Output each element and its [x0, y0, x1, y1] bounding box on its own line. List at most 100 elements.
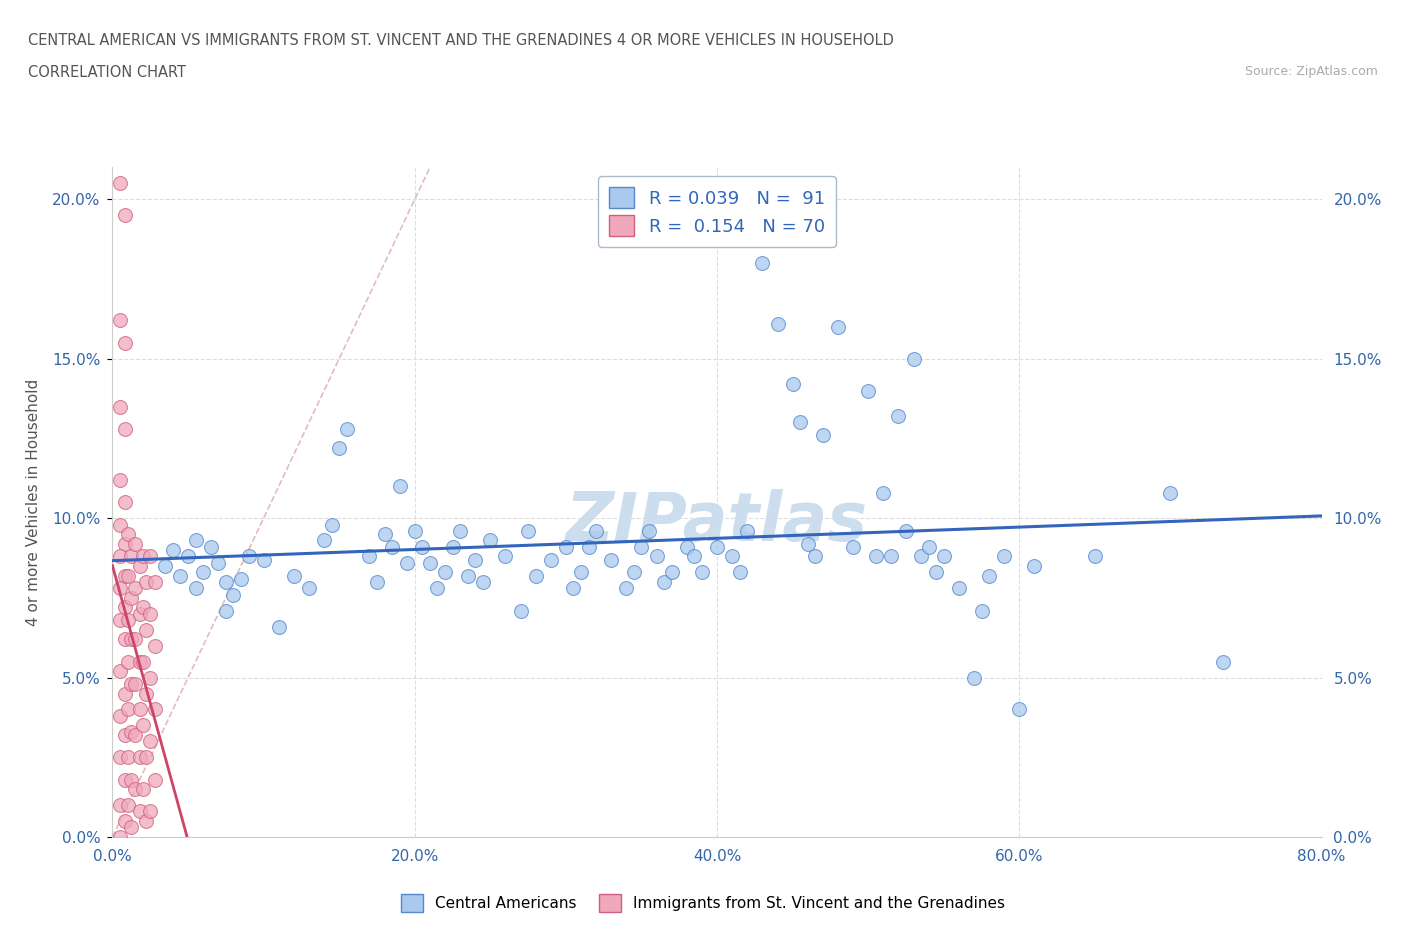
- Point: [238, 549, 260, 564]
- Point: [108, 176, 131, 191]
- Point: [162, 542, 184, 557]
- Text: CORRELATION CHART: CORRELATION CHART: [28, 65, 186, 80]
- Point: [155, 559, 177, 574]
- Point: [120, 676, 142, 691]
- Point: [524, 568, 547, 583]
- Point: [108, 613, 131, 628]
- Point: [540, 552, 562, 567]
- Point: [336, 421, 359, 436]
- Point: [623, 565, 645, 579]
- Point: [117, 654, 139, 669]
- Point: [842, 539, 865, 554]
- Point: [132, 600, 155, 615]
- Point: [1024, 559, 1046, 574]
- Point: [128, 750, 150, 764]
- Point: [108, 517, 131, 532]
- Point: [184, 533, 207, 548]
- Point: [782, 377, 804, 392]
- Point: [135, 575, 157, 590]
- Point: [200, 539, 222, 554]
- Point: [117, 702, 139, 717]
- Point: [721, 549, 744, 564]
- Point: [132, 782, 155, 797]
- Point: [169, 568, 191, 583]
- Point: [600, 552, 623, 567]
- Point: [441, 539, 464, 554]
- Point: [411, 539, 433, 554]
- Point: [132, 549, 155, 564]
- Point: [207, 555, 229, 570]
- Point: [139, 804, 162, 819]
- Point: [910, 549, 932, 564]
- Point: [114, 421, 136, 436]
- Point: [139, 606, 162, 621]
- Point: [381, 539, 404, 554]
- Point: [135, 686, 157, 701]
- Point: [135, 814, 157, 829]
- Point: [495, 549, 517, 564]
- Point: [108, 750, 131, 764]
- Point: [827, 319, 849, 334]
- Point: [124, 581, 146, 596]
- Point: [143, 772, 166, 787]
- Point: [117, 613, 139, 628]
- Point: [108, 798, 131, 813]
- Point: [661, 565, 683, 579]
- Point: [630, 539, 652, 554]
- Point: [143, 638, 166, 653]
- Y-axis label: 4 or more Vehicles in Household: 4 or more Vehicles in Household: [27, 379, 41, 626]
- Point: [433, 565, 456, 579]
- Point: [135, 750, 157, 764]
- Point: [585, 524, 607, 538]
- Point: [645, 549, 668, 564]
- Point: [804, 549, 827, 564]
- Point: [963, 671, 986, 685]
- Point: [993, 549, 1015, 564]
- Point: [396, 555, 419, 570]
- Point: [811, 428, 834, 443]
- Point: [108, 549, 131, 564]
- Point: [108, 581, 131, 596]
- Point: [887, 408, 910, 423]
- Point: [426, 581, 449, 596]
- Point: [128, 702, 150, 717]
- Point: [865, 549, 887, 564]
- Point: [108, 313, 131, 328]
- Text: Source: ZipAtlas.com: Source: ZipAtlas.com: [1244, 65, 1378, 78]
- Point: [690, 565, 713, 579]
- Point: [675, 539, 697, 554]
- Point: [638, 524, 661, 538]
- Point: [215, 604, 238, 618]
- Point: [222, 587, 245, 602]
- Point: [419, 555, 441, 570]
- Point: [471, 575, 494, 590]
- Point: [298, 581, 321, 596]
- Point: [124, 537, 146, 551]
- Point: [766, 316, 789, 331]
- Point: [114, 600, 136, 615]
- Point: [215, 575, 238, 590]
- Point: [872, 485, 894, 500]
- Point: [789, 415, 811, 430]
- Point: [253, 552, 276, 567]
- Point: [328, 441, 350, 456]
- Point: [479, 533, 502, 548]
- Point: [114, 727, 136, 742]
- Point: [880, 549, 903, 564]
- Point: [132, 718, 155, 733]
- Point: [139, 734, 162, 749]
- Point: [135, 622, 157, 637]
- Point: [114, 631, 136, 646]
- Point: [359, 549, 381, 564]
- Legend: R = 0.039   N =  91, R =  0.154   N = 70: R = 0.039 N = 91, R = 0.154 N = 70: [599, 177, 835, 247]
- Point: [128, 804, 150, 819]
- Point: [120, 549, 142, 564]
- Point: [903, 352, 925, 366]
- Point: [124, 631, 146, 646]
- Point: [925, 565, 948, 579]
- Point: [932, 549, 955, 564]
- Point: [1084, 549, 1107, 564]
- Point: [562, 581, 585, 596]
- Point: [117, 568, 139, 583]
- Point: [117, 798, 139, 813]
